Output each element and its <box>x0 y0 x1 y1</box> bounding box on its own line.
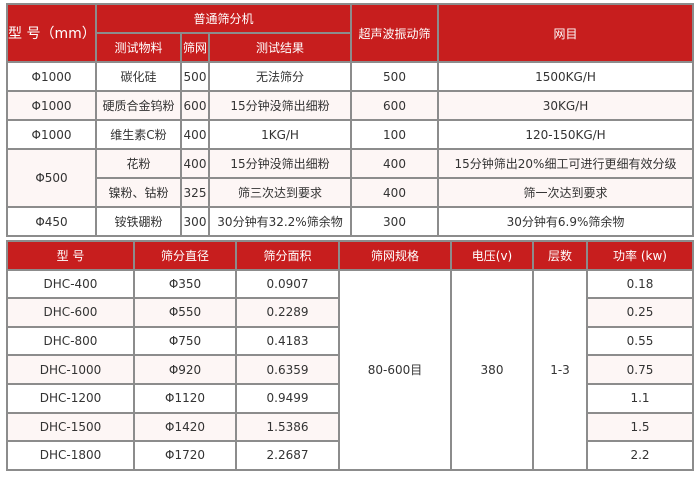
cell-net: 30分钟有6.9%筛余物 <box>437 206 694 237</box>
cell-result: 30分钟有32.2%筛余物 <box>208 206 352 237</box>
cell-diameter: Φ1120 <box>133 382 237 414</box>
header-layers: 层数 <box>532 240 588 271</box>
cell-ultrasonic: 100 <box>350 119 439 150</box>
header-model: 型 号（mm） <box>6 3 97 63</box>
cell-result: 无法筛分 <box>208 61 352 92</box>
cell-net: 1500KG/H <box>437 61 694 92</box>
cell-area: 1.5386 <box>235 411 340 443</box>
cell-area: 0.4183 <box>235 325 340 357</box>
cell-mesh: 500 <box>180 61 210 92</box>
cell-ultrasonic: 400 <box>350 177 439 208</box>
table-row: DHC-800 Φ750 0.4183 0.55 <box>6 325 694 357</box>
cell-model: Φ1000 <box>6 61 97 92</box>
cell-diameter: Φ920 <box>133 354 237 385</box>
cell-power: 1.1 <box>586 382 694 414</box>
table-row: Φ1000 维生素C粉 400 1KG/H 100 120-150KG/H <box>6 119 694 150</box>
table-row: Φ1000 硬质合金钨粉 600 15分钟没筛出细粉 600 30KG/H <box>6 90 694 121</box>
cell-ultrasonic: 400 <box>350 148 439 179</box>
cell-net: 30KG/H <box>437 90 694 121</box>
table-row: Φ450 铵铁硼粉 300 30分钟有32.2%筛余物 300 30分钟有6.9… <box>6 206 694 237</box>
header-voltage: 电压(v) <box>450 240 534 271</box>
cell-mesh: 300 <box>180 206 210 237</box>
header-power: 功率 (kw) <box>586 240 694 271</box>
header-ordinary-sieve: 普通筛分机 <box>95 3 352 34</box>
header-result: 测试结果 <box>208 32 352 63</box>
cell-model: DHC-600 <box>6 297 135 328</box>
cell-material: 维生素C粉 <box>95 119 182 150</box>
cell-result: 筛三次达到要求 <box>208 177 352 208</box>
cell-model: Φ1000 <box>6 119 97 150</box>
cell-net: 120-150KG/H <box>437 119 694 150</box>
header-diameter: 筛分直径 <box>133 240 237 271</box>
cell-mesh: 600 <box>180 90 210 121</box>
cell-power: 0.25 <box>586 297 694 328</box>
cell-model: Φ500 <box>6 148 97 208</box>
table-row: 镍粉、钴粉 325 筛三次达到要求 400 筛一次达到要求 <box>7 177 694 208</box>
cell-model: Φ450 <box>6 206 97 237</box>
cell-power: 0.55 <box>586 325 694 357</box>
cell-model: DHC-400 <box>6 268 135 300</box>
cell-power: 0.75 <box>586 354 694 385</box>
header-ultrasonic: 超声波振动筛 <box>350 3 439 63</box>
cell-voltage: 380 <box>450 268 534 471</box>
table-row: DHC-1000 Φ920 0.6359 0.75 <box>6 354 694 385</box>
cell-layers: 1-3 <box>532 268 588 471</box>
cell-result: 15分钟没筛出细粉 <box>208 90 352 121</box>
cell-model: DHC-1500 <box>6 411 135 443</box>
cell-ultrasonic: 600 <box>350 90 439 121</box>
cell-net: 15分钟筛出20%细工可进行更细有效分级 <box>437 148 694 179</box>
cell-area: 0.2289 <box>235 297 340 328</box>
cell-diameter: Φ750 <box>133 325 237 357</box>
header-net: 网目 <box>437 3 694 63</box>
cell-result: 15分钟没筛出细粉 <box>208 148 352 179</box>
cell-material: 碳化硅 <box>95 61 182 92</box>
cell-area: 0.0907 <box>235 268 340 300</box>
cell-power: 2.2 <box>586 440 694 471</box>
header-model: 型 号 <box>6 240 135 271</box>
header-area: 筛分面积 <box>235 240 340 271</box>
cell-diameter: Φ1420 <box>133 411 237 443</box>
cell-mesh: 400 <box>180 148 210 179</box>
cell-material: 镍粉、钴粉 <box>95 177 182 208</box>
table-row: DHC-600 Φ550 0.2289 0.25 <box>6 297 694 328</box>
table-row: DHC-1500 Φ1420 1.5386 1.5 <box>6 411 694 443</box>
cell-mesh: 325 <box>180 177 210 208</box>
cell-diameter: Φ1720 <box>133 440 237 471</box>
cell-area: 0.9499 <box>235 382 340 414</box>
cell-diameter: Φ350 <box>133 268 237 300</box>
table-row: Φ1000 碳化硅 500 无法筛分 500 1500KG/H <box>6 61 694 92</box>
cell-diameter: Φ550 <box>133 297 237 328</box>
comparison-table: 型 号（mm） 普通筛分机 超声波振动筛 网目 测试物料 筛网 测试结果 Φ10… <box>6 3 694 237</box>
header-mesh: 筛网 <box>180 32 210 63</box>
cell-model: DHC-800 <box>6 325 135 357</box>
cell-mesh: 400 <box>180 119 210 150</box>
table-row: DHC-1200 Φ1120 0.9499 1.1 <box>6 382 694 414</box>
cell-area: 0.6359 <box>235 354 340 385</box>
table-row: DHC-1800 Φ1720 2.2687 2.2 <box>6 440 694 471</box>
cell-material: 铵铁硼粉 <box>95 206 182 237</box>
cell-model: DHC-1800 <box>6 440 135 471</box>
cell-model: DHC-1200 <box>6 382 135 414</box>
cell-mesh-spec: 80-600目 <box>338 268 452 471</box>
cell-ultrasonic: 500 <box>350 61 439 92</box>
cell-material: 花粉 <box>95 148 182 179</box>
table-row: Φ500 花粉 400 15分钟没筛出细粉 400 15分钟筛出20%细工可进行… <box>6 148 694 208</box>
header-material: 测试物料 <box>95 32 182 63</box>
cell-ultrasonic: 300 <box>350 206 439 237</box>
header-mesh-spec: 筛网规格 <box>338 240 452 271</box>
cell-result: 1KG/H <box>208 119 352 150</box>
spec-table: 型 号 筛分直径 筛分面积 筛网规格 电压(v) 层数 功率 (kw) DHC-… <box>6 240 694 471</box>
cell-material: 硬质合金钨粉 <box>95 90 182 121</box>
cell-model: Φ1000 <box>6 90 97 121</box>
cell-net: 筛一次达到要求 <box>437 177 694 208</box>
cell-model: DHC-1000 <box>6 354 135 385</box>
table-row: DHC-400 Φ350 0.0907 80-600目 380 1-3 0.18 <box>6 268 694 471</box>
cell-power: 0.18 <box>586 268 694 300</box>
cell-power: 1.5 <box>586 411 694 443</box>
cell-area: 2.2687 <box>235 440 340 471</box>
